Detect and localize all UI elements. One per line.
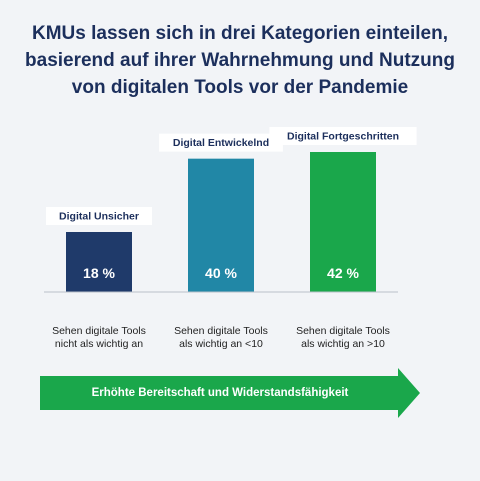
description-digital-fortgeschritten: Sehen digitale Tools als wichtig an >10 [296, 325, 390, 350]
category-label-digital-unsicher: Digital Unsicher [59, 211, 139, 223]
category-label-digital-entwickelnd: Digital Entwickelnd [173, 137, 269, 149]
bar-digital-entwickelnd [188, 158, 254, 292]
chart-title: KMUs lassen sich in drei Kategorien eint… [0, 20, 480, 101]
value-label-digital-unsicher: 18 % [83, 265, 115, 281]
title-line-2: basierend auf ihrer Wahrnehmung und Nutz… [25, 50, 455, 71]
arrow-label: Erhöhte Bereitschaft und Widerstandsfähi… [91, 387, 349, 399]
category-label-bg-digital-fortgeschritten [269, 127, 417, 145]
title-line-1: KMUs lassen sich in drei Kategorien eint… [31, 23, 448, 44]
value-label-digital-fortgeschritten: 42 % [327, 265, 359, 281]
category-label-bg-digital-entwickelnd [159, 133, 283, 152]
bar-digital-fortgeschritten [310, 152, 376, 292]
category-label-bg-digital-unsicher [45, 207, 153, 225]
title-line-3: von digitalen Tools vor der Pandemie [71, 77, 409, 98]
description-digital-entwickelnd: Sehen digitale Tools als wichtig an <10 [174, 325, 268, 350]
progress-arrow [40, 368, 420, 418]
category-label-digital-fortgeschritten: Digital Fortgeschritten [287, 131, 399, 143]
value-label-digital-entwickelnd: 40 % [205, 265, 237, 281]
bar-digital-unsicher [66, 232, 132, 292]
description-digital-unsicher: Sehen digitale Tools nicht als wichtig a… [52, 325, 146, 350]
